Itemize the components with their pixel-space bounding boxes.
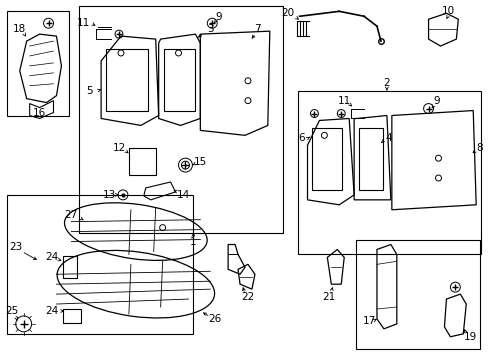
Text: 9: 9 [432, 96, 439, 105]
Text: 6: 6 [298, 133, 304, 143]
Text: 8: 8 [475, 143, 482, 153]
Bar [63, 309, 81, 323]
Text: 14: 14 [177, 190, 190, 200]
Bar [106, 49, 147, 111]
Text: 10: 10 [441, 6, 454, 16]
Text: 24: 24 [45, 252, 58, 262]
Bar [312, 129, 342, 190]
Text: 17: 17 [362, 316, 375, 326]
Bar [63, 256, 77, 278]
Text: 15: 15 [193, 157, 206, 167]
Text: 2: 2 [383, 78, 389, 88]
Text: 18: 18 [13, 24, 26, 34]
Text: 23: 23 [9, 243, 22, 252]
Text: 7: 7 [254, 24, 261, 34]
Bar [355, 239, 479, 349]
Text: 21: 21 [322, 292, 335, 302]
Text: 11: 11 [77, 18, 90, 28]
Text: 1: 1 [190, 237, 196, 247]
Text: 20: 20 [281, 8, 294, 18]
Text: 12: 12 [112, 143, 125, 153]
Bar [163, 49, 195, 111]
Bar [7, 11, 69, 116]
Text: 4: 4 [385, 133, 391, 143]
Text: 13: 13 [102, 190, 116, 200]
Text: 27: 27 [64, 210, 78, 220]
Text: 24: 24 [45, 306, 58, 316]
Bar [79, 6, 282, 233]
Text: 16: 16 [33, 108, 46, 117]
Bar [358, 129, 382, 190]
Text: 5: 5 [86, 86, 92, 96]
Text: 11: 11 [337, 96, 350, 105]
Bar [7, 195, 193, 334]
Text: 25: 25 [5, 306, 19, 316]
Bar [297, 91, 480, 255]
Text: 26: 26 [208, 314, 222, 324]
Text: 19: 19 [463, 332, 476, 342]
Text: 3: 3 [206, 24, 213, 34]
Text: 22: 22 [241, 292, 254, 302]
Text: 9: 9 [214, 12, 221, 22]
